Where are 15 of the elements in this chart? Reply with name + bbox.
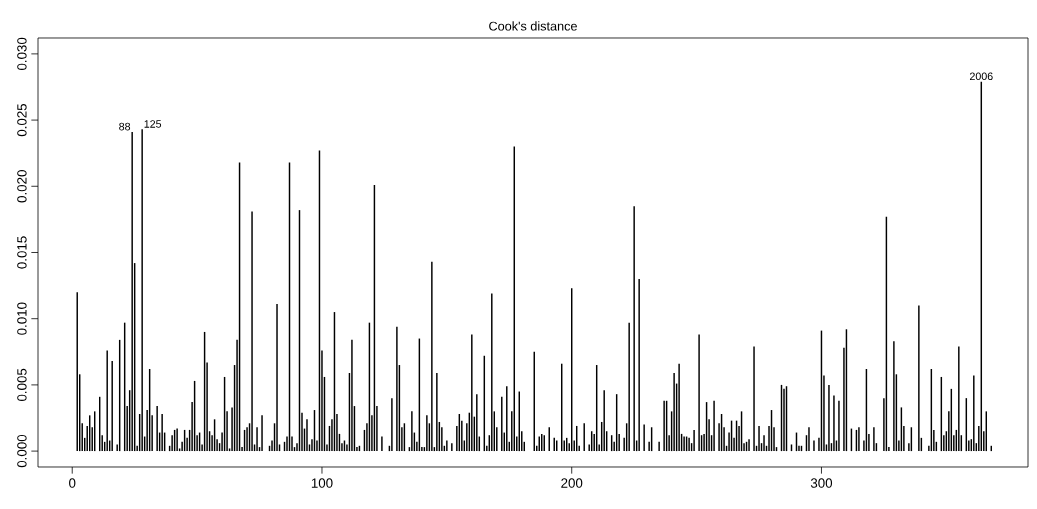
y-tick-label: 0.010 xyxy=(17,302,27,335)
annotation: 2006 xyxy=(969,72,993,81)
y-tick-label: 0.025 xyxy=(17,103,27,137)
x-tick-label: 300 xyxy=(810,478,833,488)
y-tick-label: 0.030 xyxy=(17,37,27,71)
y-tick-label: 0.015 xyxy=(17,236,27,269)
x-tick-label: 0 xyxy=(69,478,76,488)
x-tick-label: 200 xyxy=(561,478,583,488)
chart-title: Cook's distance xyxy=(489,21,577,31)
y-tick-label: 0.005 xyxy=(17,368,27,402)
y-tick-label: 0.000 xyxy=(17,434,27,468)
annotation: 125 xyxy=(144,120,162,128)
y-tick-label: 0.020 xyxy=(17,170,27,203)
annotation: 88 xyxy=(119,122,131,131)
x-tick-label: 100 xyxy=(311,478,333,488)
